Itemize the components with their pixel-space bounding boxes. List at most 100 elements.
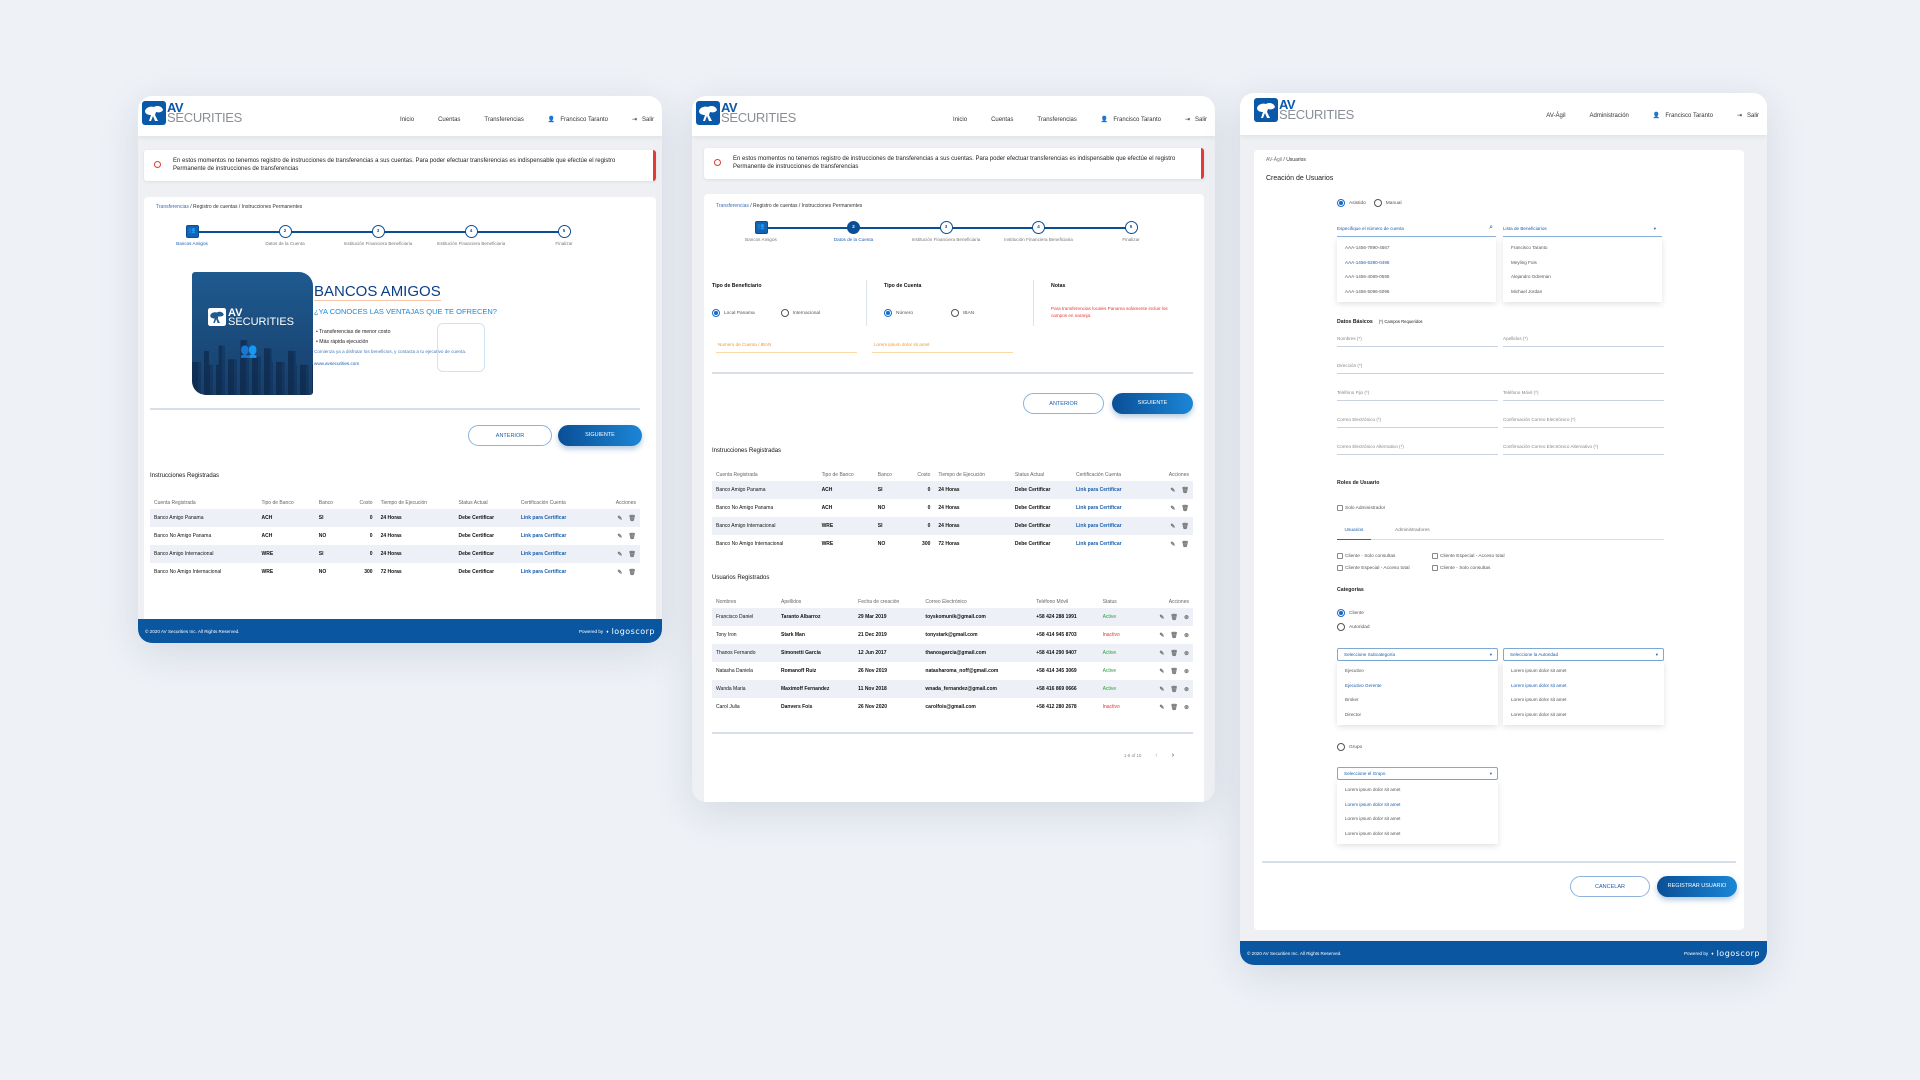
dropdown-option[interactable]: Lorem ipsum dolor sit amet: [1345, 830, 1401, 836]
edit-icon[interactable]: ✎: [1159, 668, 1165, 675]
dropdown-option[interactable]: Ejecutivo Gerente: [1345, 682, 1382, 688]
radio-asistido[interactable]: Asistido: [1337, 199, 1366, 207]
logout-button[interactable]: ⇥ Salir: [1737, 112, 1759, 120]
account-search-input[interactable]: Especifique el número de cuenta ⌕: [1337, 224, 1496, 237]
user-settings-icon[interactable]: ⊛: [1183, 614, 1189, 621]
tab-administradores[interactable]: Administradores: [1395, 528, 1430, 533]
dropdown-option[interactable]: Broker: [1345, 697, 1359, 702]
dropdown-option[interactable]: Meyling Fois: [1511, 259, 1537, 265]
subcategory-select[interactable]: Seleccione Subcategoría: [1337, 648, 1498, 661]
alt-email-confirm-input[interactable]: Confirmación Correo Electrónico Alternat…: [1503, 443, 1664, 455]
delete-icon[interactable]: 🗑: [1170, 632, 1178, 639]
logo[interactable]: AV SECURITIES: [142, 101, 242, 130]
delete-icon[interactable]: 🗑: [1181, 541, 1189, 548]
secondary-input[interactable]: Lorem ipsum dolor sit amet: [872, 341, 1013, 353]
register-user-button[interactable]: REGISTRAR USUARIO: [1657, 876, 1737, 897]
nav-transferencias[interactable]: Transferencias: [484, 116, 524, 123]
next-page-icon[interactable]: ›: [1171, 752, 1175, 759]
delete-icon[interactable]: 🗑: [1181, 505, 1189, 512]
user-menu[interactable]: 👤 Francisco Taranto: [1101, 116, 1161, 124]
step-5[interactable]: 5 Finalizar: [1086, 221, 1176, 242]
breadcrumb-root[interactable]: Transferencias: [716, 203, 749, 209]
edit-icon[interactable]: ✎: [617, 551, 623, 558]
certify-link[interactable]: Link para Certificar: [516, 509, 594, 527]
delete-icon[interactable]: 🗑: [1170, 668, 1178, 675]
promo-link[interactable]: www.avsecurities.com: [314, 361, 360, 366]
group-select[interactable]: Seleccione el Grupo: [1337, 767, 1498, 780]
certify-link[interactable]: Link para Certificar: [520, 569, 567, 575]
dropdown-option[interactable]: AAA-1456-4069-0595: [1345, 274, 1390, 279]
user-menu[interactable]: 👤 Francisco Taranto: [1653, 112, 1713, 120]
tab-usuarios[interactable]: Usuarios: [1337, 528, 1371, 540]
solo-admin-checkbox[interactable]: Solo Administrador: [1337, 505, 1385, 511]
alt-email-input[interactable]: Correo Electrónico Alternativo (*): [1337, 443, 1498, 455]
beneficiaries-select[interactable]: Lista de Beneficiarios ▾: [1503, 225, 1662, 237]
dropdown-option[interactable]: Lorem ipsum dolor sit amet: [1511, 697, 1567, 702]
dropdown-option[interactable]: Lorem ipsum dolor sit amet: [1511, 668, 1567, 673]
role-checkbox[interactable]: Cliente - Solo consultas: [1337, 553, 1395, 559]
dropdown-option[interactable]: Lorem ipsum dolor sit amet: [1511, 711, 1567, 717]
certify-link[interactable]: Link para Certificar: [1075, 541, 1122, 547]
authority-select[interactable]: Seleccione la Autoridad: [1503, 648, 1664, 661]
telefono-movil-input[interactable]: Teléfono Móvil (*): [1503, 389, 1664, 401]
nav-transferencias[interactable]: Transferencias: [1037, 116, 1077, 123]
dropdown-option[interactable]: Lorem ipsum dolor sit amet: [1345, 801, 1401, 807]
role-checkbox[interactable]: Cliente Especial - Acceso total: [1337, 565, 1410, 571]
step-3[interactable]: 3 Institución Financiera Beneficiaria: [901, 221, 991, 242]
step-4[interactable]: 4 Institución Financiera Beneficiaria: [994, 221, 1084, 242]
nav-av-agil[interactable]: AV-Ágil: [1546, 112, 1566, 119]
dropdown-option[interactable]: AAA-1456-6390-0496: [1345, 259, 1390, 265]
delete-icon[interactable]: 🗑: [628, 569, 636, 576]
delete-icon[interactable]: 🗑: [628, 515, 636, 522]
delete-icon[interactable]: 🗑: [1170, 650, 1178, 657]
cancel-button[interactable]: CANCELAR: [1570, 876, 1650, 897]
step-2[interactable]: 2 Datos de la Cuenta: [809, 221, 899, 242]
dropdown-option[interactable]: Francisco Taranto: [1511, 245, 1548, 250]
anterior-button[interactable]: ANTERIOR: [1023, 393, 1104, 414]
edit-icon[interactable]: ✎: [617, 515, 623, 522]
siguiente-button[interactable]: SIGUIENTE: [1112, 393, 1193, 414]
edit-icon[interactable]: ✎: [1159, 650, 1165, 657]
delete-icon[interactable]: 🗑: [1170, 614, 1178, 621]
user-settings-icon[interactable]: ⊛: [1183, 650, 1189, 657]
siguiente-button[interactable]: SIGUIENTE: [558, 425, 642, 446]
delete-icon[interactable]: 🗑: [1181, 523, 1189, 530]
telefono-fijo-input[interactable]: Teléfono Fijo (*): [1337, 389, 1498, 401]
step-2[interactable]: 2 Datos de la Cuenta: [240, 225, 330, 246]
prev-page-icon[interactable]: ‹: [1155, 752, 1158, 759]
step-1[interactable]: 👥 Bancos Amigos: [716, 221, 806, 242]
radio-cliente[interactable]: Cliente: [1337, 609, 1364, 617]
nav-inicio[interactable]: Inicio: [400, 116, 415, 123]
user-settings-icon[interactable]: ⊛: [1183, 704, 1189, 711]
user-menu[interactable]: 👤 Francisco Taranto: [548, 116, 608, 124]
edit-icon[interactable]: ✎: [1170, 505, 1176, 512]
edit-icon[interactable]: ✎: [1159, 632, 1165, 639]
nav-cuentas[interactable]: Cuentas: [991, 116, 1014, 123]
dropdown-option[interactable]: Lorem ipsum dolor sit amet: [1345, 787, 1401, 792]
direccion-input[interactable]: Dirección (*): [1337, 362, 1664, 374]
delete-icon[interactable]: 🗑: [1181, 487, 1189, 494]
breadcrumb-root[interactable]: Transferencias: [156, 204, 189, 210]
radio-internacional[interactable]: Internacional: [780, 309, 820, 317]
step-5[interactable]: 5 Finalizar: [519, 225, 609, 246]
radio-iban[interactable]: IBAN: [951, 309, 974, 317]
dropdown-option[interactable]: Ejecutivo: [1345, 668, 1364, 673]
edit-icon[interactable]: ✎: [1159, 686, 1165, 693]
radio-local-panama[interactable]: Local Panama: [712, 309, 755, 317]
logout-button[interactable]: ⇥ Salir: [632, 116, 654, 124]
delete-icon[interactable]: 🗑: [628, 533, 636, 540]
edit-icon[interactable]: ✎: [1159, 704, 1165, 711]
user-settings-icon[interactable]: ⊛: [1183, 632, 1189, 639]
delete-icon[interactable]: 🗑: [628, 551, 636, 558]
apellidos-input[interactable]: Apellidos (*): [1503, 335, 1664, 347]
edit-icon[interactable]: ✎: [617, 569, 623, 576]
role-checkbox[interactable]: Cliente - Solo consultas: [1432, 565, 1490, 571]
nav-cuentas[interactable]: Cuentas: [438, 116, 461, 123]
radio-autoridad[interactable]: Autoridad: [1337, 623, 1370, 631]
delete-icon[interactable]: 🗑: [1170, 686, 1178, 693]
email-confirm-input[interactable]: Confirmación Correo Electrónico (*): [1503, 416, 1664, 428]
account-number-input[interactable]: Numero de Cuenta / IBAN: [716, 341, 857, 353]
user-settings-icon[interactable]: ⊛: [1183, 686, 1189, 693]
delete-icon[interactable]: 🗑: [1170, 704, 1178, 711]
logo[interactable]: AV SECURITIES: [1254, 98, 1354, 127]
